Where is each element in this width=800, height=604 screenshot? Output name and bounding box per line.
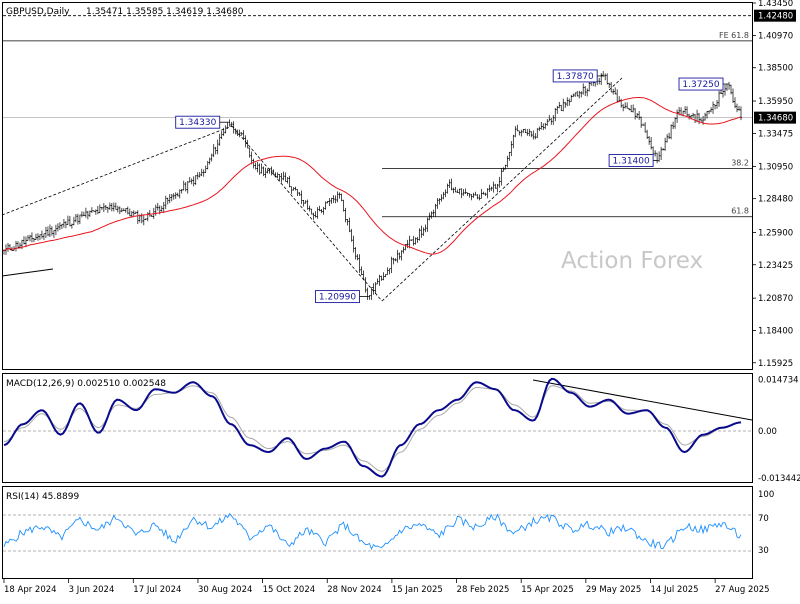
macd-tick-label: 0.014734 — [758, 376, 799, 386]
rsi-tick-label: 70 — [758, 514, 769, 524]
y-tick-label: 1.40970 — [758, 31, 793, 41]
lower-trendline[interactable] — [1, 268, 54, 277]
x-tick-label: 18 Apr 2024 — [4, 585, 57, 595]
x-tick-label: 3 Jun 2024 — [69, 585, 115, 595]
x-tick-label: 28 Feb 2025 — [457, 585, 510, 595]
macd-trendline[interactable] — [532, 379, 753, 421]
fib-swing-1[interactable] — [231, 125, 383, 302]
macd-main-line[interactable] — [3, 377, 742, 478]
rsi-tick-label: 100 — [758, 490, 774, 500]
level-label: 61.8 — [731, 207, 749, 216]
callout-label: 1.31400 — [613, 157, 650, 167]
moving-average-line[interactable] — [3, 97, 742, 255]
price-tag-label: 1.42480 — [758, 12, 793, 22]
y-tick-label: 1.25900 — [758, 228, 793, 238]
ohlc-readout: 1.35471 1.35585 1.34619 1.34680 — [86, 7, 244, 17]
y-tick-label: 1.18400 — [758, 326, 793, 336]
y-tick-label: 1.15925 — [758, 359, 793, 369]
trendlines-layer — [1, 77, 623, 302]
y-tick-label: 1.35950 — [758, 97, 793, 107]
callout-label: 1.37250 — [682, 80, 719, 90]
x-tick-label: 17 Jul 2024 — [133, 585, 181, 595]
macd-title: MACD(12,26,9) 0.002510 0.002548 — [6, 379, 166, 389]
upper-trendline[interactable] — [1, 125, 233, 216]
price-tag — [754, 9, 796, 22]
levels-layer: FE 61.8 38.2 61.8 — [3, 15, 752, 218]
y-tick-label: 1.38500 — [758, 64, 793, 74]
rsi-pane[interactable] — [2, 486, 753, 579]
watermark: Action Forex — [561, 248, 703, 274]
price-pane[interactable] — [2, 2, 753, 370]
callout-label: 1.20990 — [319, 293, 356, 303]
macd-pane[interactable] — [2, 373, 753, 483]
price-tag-label: 1.34680 — [758, 114, 793, 124]
x-tick-label: 28 Nov 2024 — [327, 585, 381, 595]
macd-layer: 0.014734 0.00 -0.013442 — [3, 376, 800, 484]
level-label: 38.2 — [731, 158, 749, 167]
callouts-layer: 1.34330 1.20990 1.37870 1.37250 1.31400 — [175, 69, 728, 304]
callout-label: 1.37870 — [557, 72, 594, 82]
rsi-layer: 100 70 30 — [3, 490, 774, 556]
x-tick-label: 30 Aug 2024 — [198, 585, 252, 595]
chart-title: GBPUSD,Daily — [6, 7, 70, 17]
x-tick-label: 15 Jan 2025 — [392, 585, 443, 595]
y-tick-label: 1.43450 — [758, 0, 793, 9]
macd-tick-label: 0.00 — [758, 427, 777, 437]
rsi-title: RSI(14) 45.8899 — [6, 492, 79, 502]
x-tick-label: 14 Jul 2025 — [650, 585, 698, 595]
moving-average-layer — [3, 97, 742, 255]
callout-label: 1.34330 — [179, 118, 216, 128]
x-tick-label: 15 Oct 2024 — [263, 585, 316, 595]
x-tick-label: 27 Aug 2025 — [715, 585, 769, 595]
y-tick-label: 1.33475 — [758, 129, 793, 139]
x-tick-label: 29 May 2025 — [586, 585, 641, 595]
price-tag — [754, 111, 796, 124]
y-tick-label: 1.30950 — [758, 162, 793, 172]
axis-layer: 1.43450 1.40970 1.38500 1.35950 1.33475 1.309… — [3, 0, 796, 595]
macd-tick-label: -0.013442 — [758, 474, 800, 484]
x-tick-label: 15 Apr 2025 — [521, 585, 574, 595]
y-tick-label: 1.23425 — [758, 261, 793, 271]
rsi-tick-label: 30 — [758, 546, 769, 556]
rsi-line[interactable] — [3, 512, 742, 551]
y-tick-label: 1.20870 — [758, 294, 793, 304]
level-label: FE 61.8 — [719, 31, 749, 40]
y-tick-label: 1.28480 — [758, 195, 793, 205]
candles-layer — [3, 71, 742, 300]
